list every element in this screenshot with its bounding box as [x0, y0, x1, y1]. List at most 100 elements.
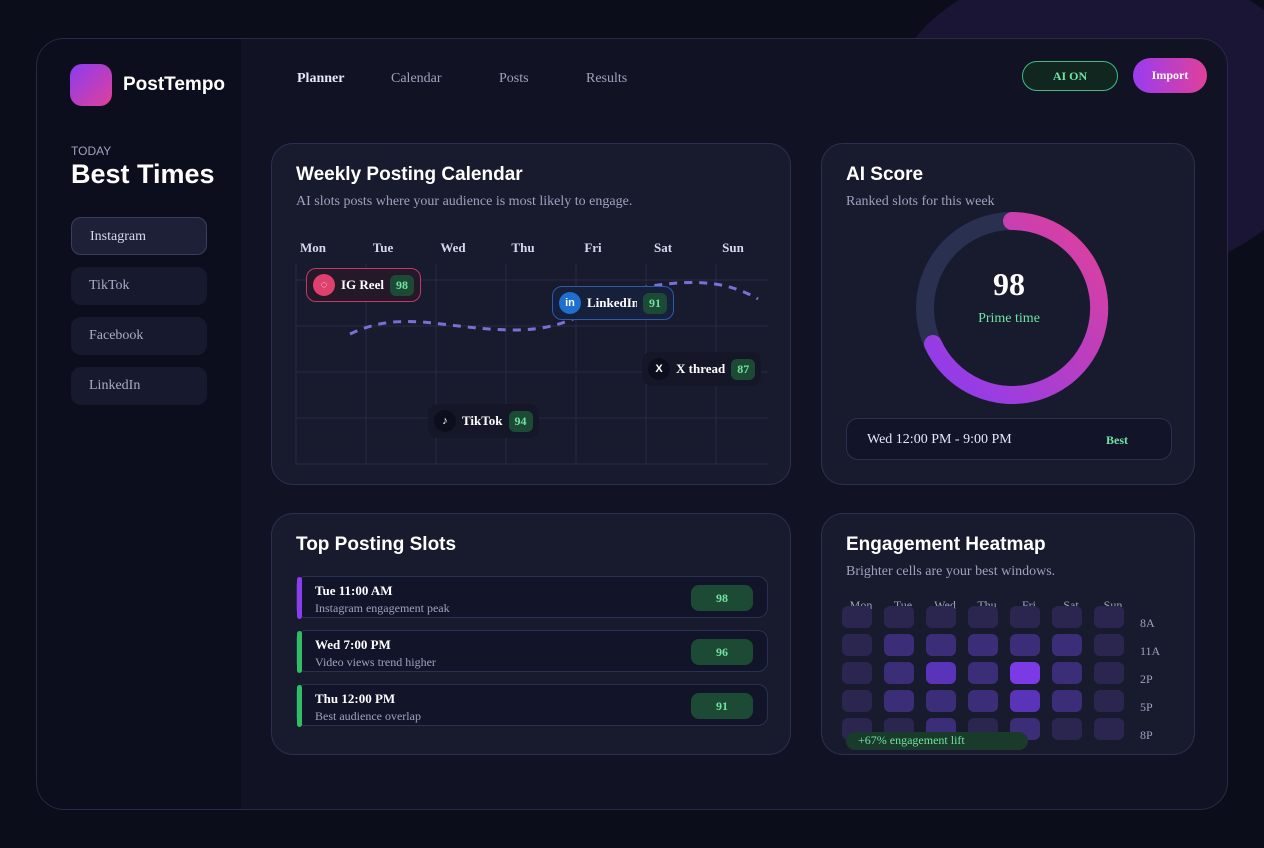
score-ring — [916, 211, 1109, 404]
post-icon: ♪ — [434, 410, 456, 432]
slot-row: Thu 12:00 PM Best audience overlap 91 — [296, 684, 768, 727]
platform[interactable]: Facebook — [71, 317, 207, 355]
slots-card: Top Posting Slots Tue 11:00 AM Instagram … — [271, 513, 791, 755]
slot-time: Wed 7:00 PM — [315, 637, 391, 652]
heatmap-cell — [842, 662, 872, 684]
nav-link[interactable]: Planner — [297, 71, 345, 86]
post-chip[interactable]: ◌ IG Reel 98 — [306, 268, 421, 302]
sidebar: PostTempo TODAY Best Times Instagram Tik… — [37, 39, 241, 809]
logo — [70, 64, 112, 106]
post-chip[interactable]: X X thread 87 — [642, 352, 762, 386]
card-title: AI Score — [846, 164, 924, 185]
heatmap-cell — [1094, 634, 1124, 656]
heatmap-cell — [1010, 634, 1040, 656]
brand: PostTempo — [123, 74, 226, 95]
post-score: 94 — [508, 410, 533, 432]
day-label: Thu — [511, 240, 535, 255]
heatmap-cell — [1010, 690, 1040, 712]
best-window: Wed 12:00 PM - 9:00 PM Best — [846, 418, 1172, 460]
heatmap-cell — [1094, 690, 1124, 712]
post-chip[interactable]: in LinkedIn 91 — [552, 286, 674, 320]
post-score: 98 — [389, 274, 414, 296]
slot-note: Best audience overlap — [315, 709, 421, 723]
slot-time: Tue 11:00 AM — [315, 583, 393, 598]
heatmap-cell — [1052, 662, 1082, 684]
nav-link[interactable]: Posts — [499, 71, 529, 86]
heatmap-hour: 2P — [1140, 672, 1153, 686]
heatmap-cell — [842, 690, 872, 712]
heatmap-cell — [968, 690, 998, 712]
day-label: Wed — [440, 240, 466, 255]
slot-accent — [297, 577, 302, 619]
slot-row: Tue 11:00 AM Instagram engagement peak 98 — [296, 576, 768, 619]
heatmap-cell — [968, 634, 998, 656]
slot-score: 96 — [691, 639, 753, 665]
window-text: Wed 12:00 PM - 9:00 PM — [867, 432, 1012, 447]
heatmap-cell — [1094, 718, 1124, 740]
frame: PostTempo TODAY Best Times Instagram Tik… — [36, 38, 1228, 810]
heatmap-cell — [884, 634, 914, 656]
slot-time: Thu 12:00 PM — [315, 691, 396, 706]
post-score: 87 — [731, 358, 756, 380]
score-status: Prime time — [978, 311, 1040, 326]
score-card: AI Score Ranked slots for this week 98 P… — [821, 143, 1195, 485]
import-button[interactable]: Import — [1133, 58, 1207, 93]
heatmap-cell — [884, 606, 914, 628]
heatmap-cell — [1010, 662, 1040, 684]
post-label: TikTok — [462, 413, 503, 428]
post-label: X thread — [676, 361, 726, 376]
post-icon: in — [559, 292, 581, 314]
heatmap-cell — [1052, 634, 1082, 656]
post-chip[interactable]: ♪ TikTok 94 — [428, 404, 539, 438]
heatmap-cell — [1052, 718, 1082, 740]
heatmap-card: Engagement Heatmap Brighter cells are yo… — [821, 513, 1195, 755]
eyebrow: TODAY — [71, 144, 112, 158]
day-label: Tue — [372, 240, 394, 255]
lift-badge: +67% engagement lift — [846, 732, 1028, 750]
heatmap-cell — [884, 690, 914, 712]
card-subtitle: AI slots posts where your audience is mo… — [296, 194, 633, 209]
post-label: LinkedIn — [587, 295, 637, 310]
platform[interactable]: LinkedIn — [71, 367, 207, 405]
card-subtitle: Brighter cells are your best windows. — [846, 564, 1056, 579]
card-subtitle: Ranked slots for this week — [846, 194, 995, 209]
post-label: IG Reel — [341, 277, 384, 292]
heatmap-cell — [1010, 606, 1040, 628]
heatmap-cell — [926, 634, 956, 656]
ai-toggle[interactable]: AI ON — [1022, 61, 1118, 91]
day-label: Sun — [722, 240, 744, 255]
nav-link[interactable]: Results — [586, 71, 628, 86]
slot-score: 98 — [691, 585, 753, 611]
post-icon: X — [648, 358, 670, 380]
card-title: Top Posting Slots — [296, 534, 457, 555]
slot-score: 91 — [691, 693, 753, 719]
heatmap-hour: 8P — [1140, 728, 1153, 742]
slot-note: Instagram engagement peak — [315, 601, 450, 615]
day-label: Sat — [653, 240, 673, 255]
platform[interactable]: Instagram — [71, 217, 207, 255]
heatmap-cell — [842, 634, 872, 656]
platform[interactable]: TikTok — [71, 267, 207, 305]
heatmap-hour: 5P — [1140, 700, 1153, 714]
slot-accent — [297, 631, 302, 673]
slot-accent — [297, 685, 302, 727]
card-title: Weekly Posting Calendar — [296, 164, 523, 185]
heatmap-cell — [884, 662, 914, 684]
heatmap-cell — [842, 606, 872, 628]
heatmap-cell — [1094, 662, 1124, 684]
slot-note: Video views trend higher — [315, 655, 436, 669]
heatmap-cell — [968, 606, 998, 628]
heatmap-cell — [926, 662, 956, 684]
nav-link[interactable]: Calendar — [391, 71, 442, 86]
day-label: Mon — [300, 240, 326, 255]
heatmap-cell — [968, 662, 998, 684]
heatmap-cell — [926, 690, 956, 712]
heatmap-hour: 11A — [1140, 644, 1161, 658]
score-value: 98 — [993, 266, 1025, 302]
ig-icon: ◌ — [313, 274, 335, 296]
calendar-card: Weekly Posting Calendar AI slots posts w… — [271, 143, 791, 485]
heatmap-cell — [1052, 606, 1082, 628]
sidebar-title: Best Times — [71, 159, 215, 189]
day-label: Fri — [584, 240, 602, 255]
